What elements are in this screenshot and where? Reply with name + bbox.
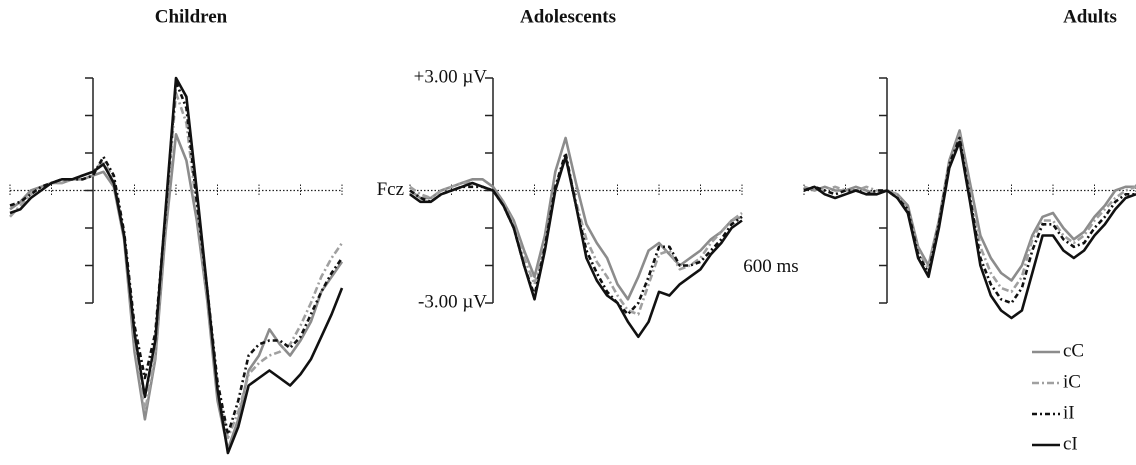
erp-line [9,76,344,455]
erp-line [409,151,743,316]
erp-line [803,129,1136,282]
y-tick-label: Fcz [377,179,404,200]
legend-label: cC [1063,340,1084,361]
panel-title: Adolescents [520,6,616,27]
erp-line [9,133,344,451]
erp-line [803,133,1136,294]
erp-line [803,140,1136,320]
erp-line [409,155,743,339]
panel-title: Children [155,6,228,27]
y-tick-label: -3.00 µV [418,291,487,312]
erp-line [409,155,743,316]
panel-title: Adults [1063,6,1117,27]
legend-label: iC [1063,371,1081,392]
y-tick-label: +3.00 µV [414,66,488,87]
erp-line [9,80,344,436]
x-tick-label: 600 ms [743,256,798,277]
legend-label: iI [1063,402,1075,423]
legend-label: cI [1063,433,1078,454]
erp-line [803,136,1136,305]
